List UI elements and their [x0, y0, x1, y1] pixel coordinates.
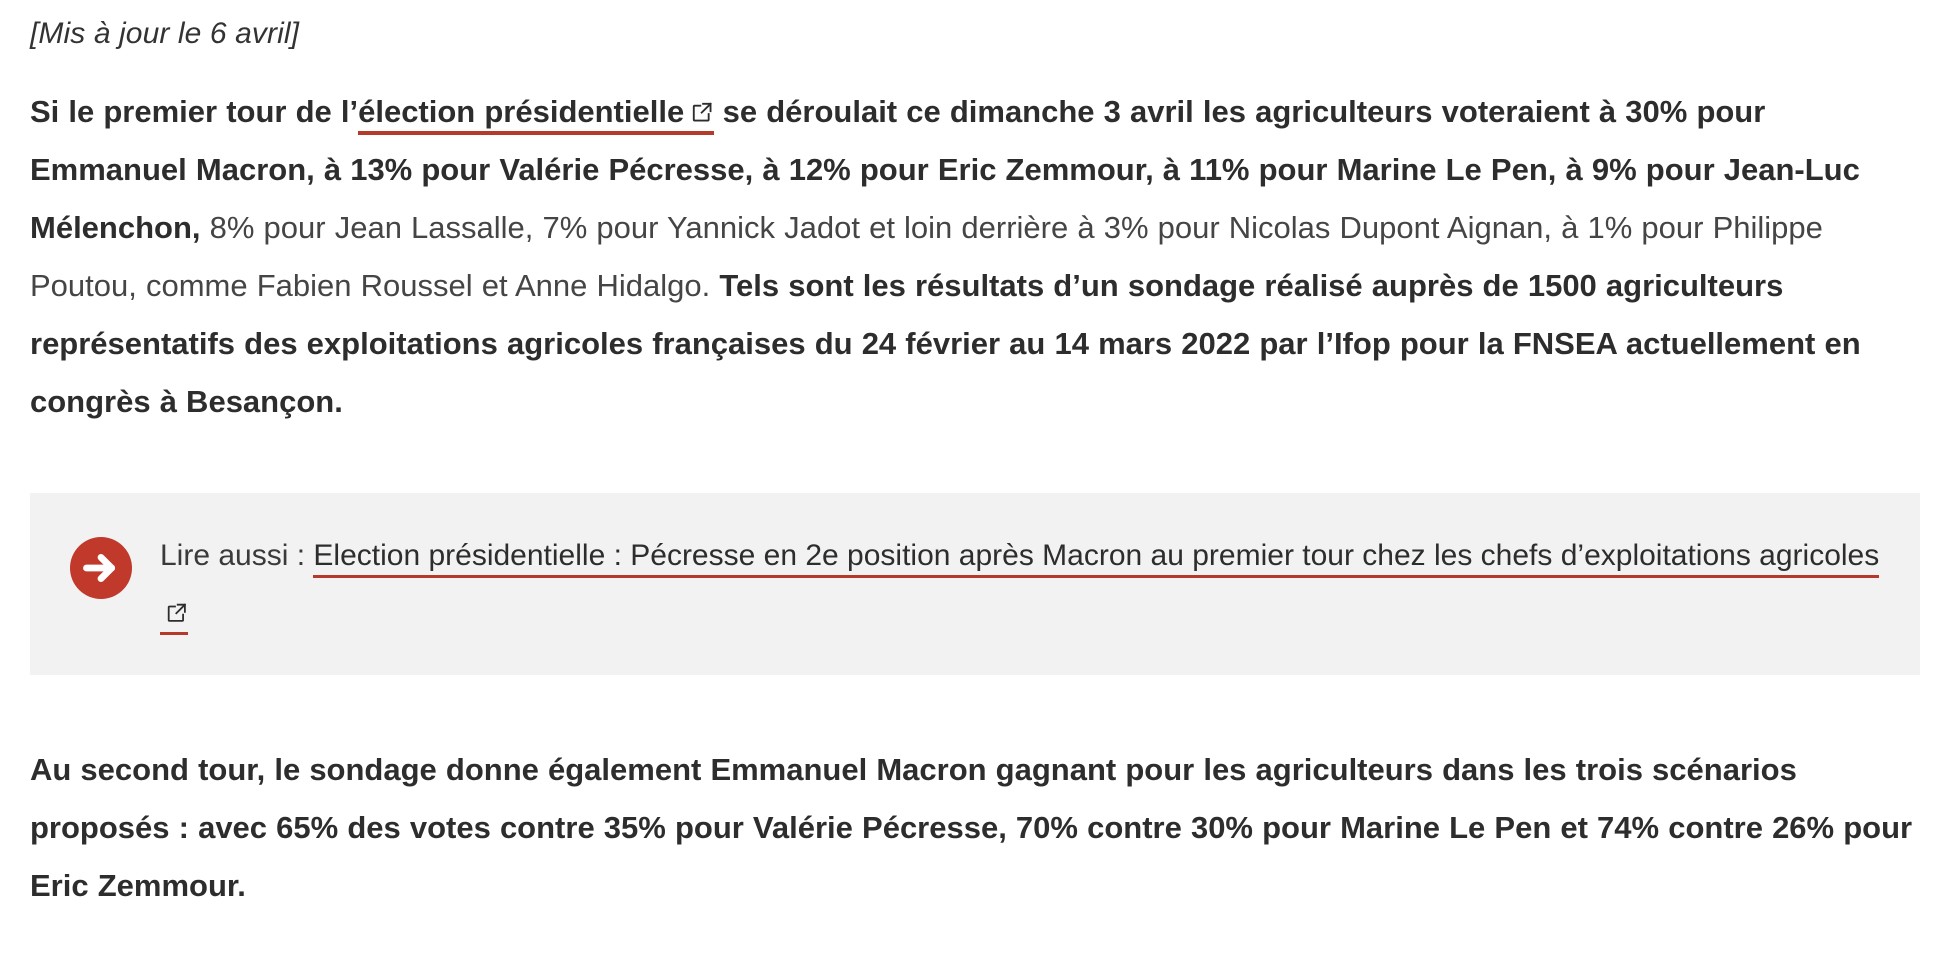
- read-also-link-label: Election présidentielle : Pécresse en 2e…: [313, 538, 1880, 572]
- read-also-link[interactable]: Election présidentielle : Pécresse en 2e…: [160, 538, 1880, 635]
- election-presidentielle-link[interactable]: élection présidentielle: [358, 93, 714, 135]
- lead-segment-2: se déroulait ce dimanche 3 avril les agr…: [30, 93, 1860, 245]
- external-link-icon: [691, 101, 713, 123]
- read-also-text: Lire aussi : Election présidentielle : P…: [160, 523, 1880, 641]
- lead-segment-4: Tels sont les résultats d’un sondage réa…: [30, 267, 1861, 419]
- update-note: [Mis à jour le 6 avril]: [30, 17, 300, 50]
- external-link-icon: [166, 602, 188, 624]
- lead-segment-3: 8% pour Jean Lassalle, 7% pour Yannick J…: [30, 209, 1823, 303]
- read-also-callout: Lire aussi : Election présidentielle : P…: [30, 492, 1920, 675]
- lead-segment-1: Si le premier tour de l’: [30, 93, 359, 129]
- tail-paragraph: Au second tour, le sondage donne égaleme…: [30, 751, 1913, 903]
- lead-paragraph: Si le premier tour de l’élection préside…: [30, 83, 1920, 431]
- article-content: [Mis à jour le 6 avril] Si le premier to…: [30, 17, 1920, 903]
- arrow-right-circle-icon: [70, 536, 132, 599]
- election-presidentielle-link-label: élection présidentielle: [358, 93, 685, 129]
- read-also-label: Lire aussi :: [160, 538, 314, 572]
